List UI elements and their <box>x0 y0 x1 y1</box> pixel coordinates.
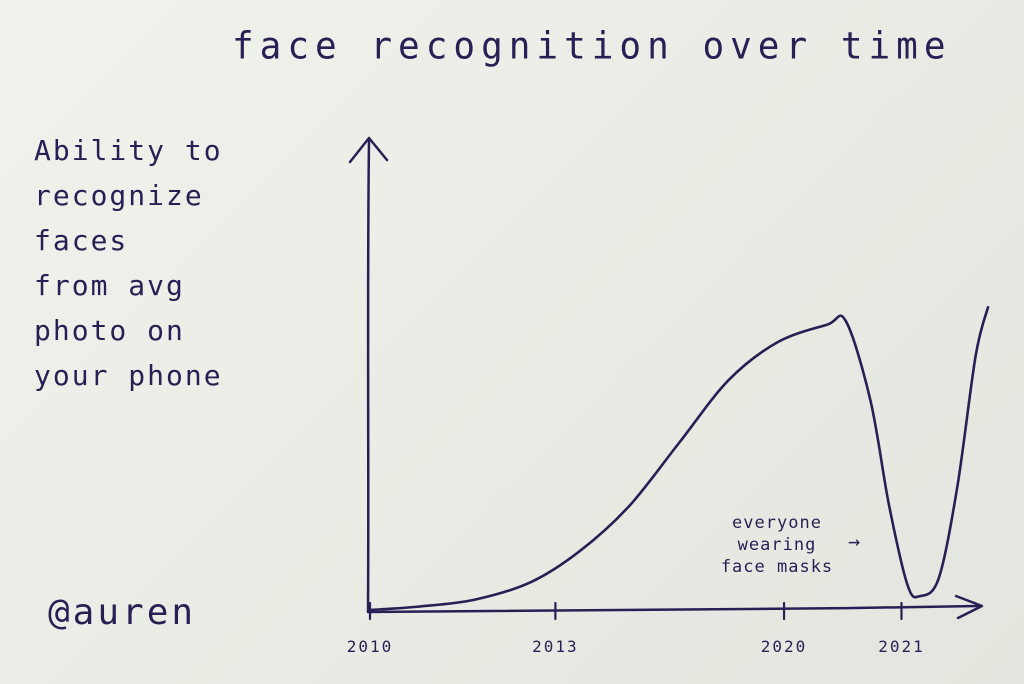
annotation-line: face masks <box>720 557 834 577</box>
y-axis <box>366 138 371 614</box>
x-axis <box>366 604 980 614</box>
x-axis-arrowhead <box>954 594 984 620</box>
annotation-face-masks: everyone wearing face masks → <box>682 512 872 578</box>
y-axis-label-line: faces <box>34 224 129 257</box>
chart-axes <box>348 136 984 620</box>
annotation-line: wearing <box>737 535 817 555</box>
y-axis-arrowhead <box>348 136 389 164</box>
x-tick-label: 2013 <box>532 637 579 656</box>
x-tick-label: 2021 <box>878 637 925 656</box>
chart-title: face recognition over time <box>232 24 952 69</box>
y-axis-label-line: your phone <box>34 359 223 392</box>
x-ticks: 2010 2013 2020 2021 <box>347 601 925 656</box>
signature: @auren <box>48 592 197 633</box>
y-axis-label-line: photo on <box>34 314 185 347</box>
x-tick-label: 2020 <box>761 637 808 656</box>
y-axis-label: Ability to recognize faces from avg phot… <box>34 128 274 398</box>
y-axis-label-line: Ability to <box>34 134 223 167</box>
x-tick-label: 2010 <box>347 637 394 656</box>
annotation-line: everyone <box>732 513 822 533</box>
series-line <box>368 305 990 612</box>
annotation-arrow-icon: → <box>848 529 862 553</box>
y-axis-label-line: recognize <box>34 179 204 212</box>
y-axis-label-line: from avg <box>34 269 185 302</box>
